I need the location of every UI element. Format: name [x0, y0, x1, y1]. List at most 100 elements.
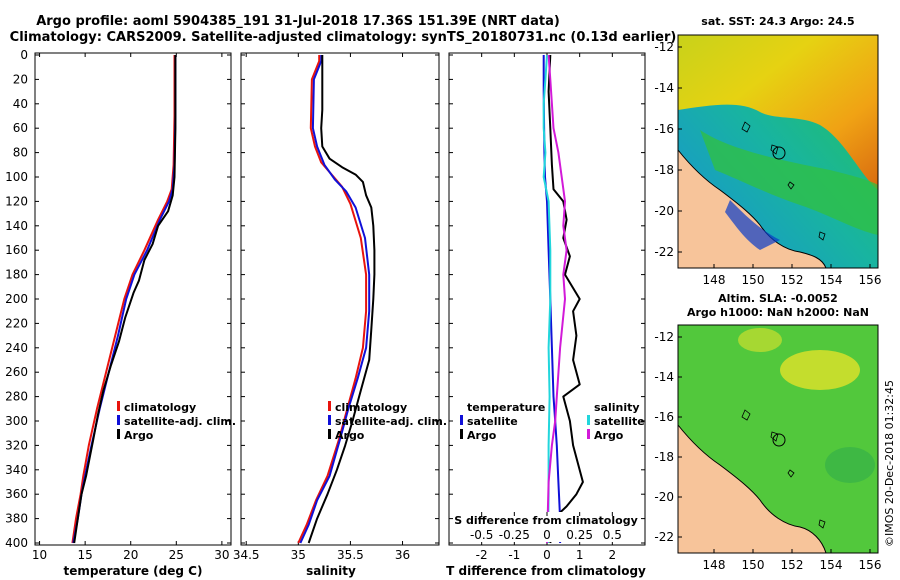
y-tick-label: 400: [5, 536, 28, 550]
x-tick-label: -1: [508, 548, 520, 562]
y-tick-label: 140: [5, 219, 28, 233]
x-tick-label: 20: [123, 548, 138, 562]
legend-label-satellite: satellite-adj. clim.: [124, 415, 236, 428]
sla-argo-location-icon: [772, 433, 786, 447]
temperature-frame: [34, 52, 232, 546]
sla-low-patch: [825, 447, 875, 483]
title-line-1: Argo profile: aoml 5904385_191 31-Jul-20…: [36, 14, 560, 29]
map-y-tick-label: -14: [654, 370, 674, 384]
map-x-tick-label: 150: [742, 558, 765, 572]
map-y-tick-label: -22: [654, 245, 674, 259]
map-y-tick-label: -12: [654, 330, 674, 344]
sst-land: [677, 148, 827, 269]
y-tick-label: 100: [5, 170, 28, 184]
sal-line-argo: [307, 55, 376, 544]
y-tick-label: 0: [20, 48, 28, 62]
x-tick-label: 2: [609, 548, 617, 562]
sla-map-title: Altim. SLA: -0.0052: [718, 292, 838, 305]
y-tick-label: 260: [5, 365, 28, 379]
legend-label-s-argo: Argo: [594, 429, 624, 442]
y-tick-label: 320: [5, 438, 28, 452]
y-tick-label: 240: [5, 341, 28, 355]
legend-label-argo: Argo: [335, 429, 365, 442]
legend-swatch-t-argo: [460, 429, 463, 439]
legend-title-temperature: temperature: [467, 401, 545, 414]
s-axis-box: [453, 512, 641, 542]
difference-frame: [448, 52, 646, 546]
x-tick-label: 36: [395, 548, 410, 562]
y-tick-label: 80: [13, 146, 28, 160]
dif-line-temperature-satellite: [542, 55, 562, 543]
x-tick-label: 25: [169, 548, 184, 562]
map-x-tick-label: 154: [820, 558, 843, 572]
legend-label-t-argo: Argo: [467, 429, 497, 442]
map-x-tick-label: 152: [781, 558, 804, 572]
map-x-tick-label: 156: [859, 558, 882, 572]
title-line-2: Climatology: CARS2009. Satellite-adjuste…: [10, 30, 677, 45]
difference-lines: [542, 54, 584, 544]
map-y-tick-label: -18: [654, 450, 674, 464]
sla-map-panel: Altim. SLA: -0.0052 Argo h1000: NaN h200…: [654, 292, 881, 572]
difference-legend: temperature satellite Argo salinity sate…: [460, 401, 645, 442]
legend-label-argo: Argo: [124, 429, 154, 442]
y-tick-label: 40: [13, 97, 28, 111]
y-tick-label: 280: [5, 390, 28, 404]
temperature-legend: climatology satellite-adj. clim. Argo: [117, 401, 236, 442]
s-tick-label: 0: [543, 528, 551, 542]
salinity-legend: climatology satellite-adj. clim. Argo: [328, 401, 447, 442]
legend-swatch-satellite: [328, 415, 331, 425]
sla-map-frame: [677, 324, 879, 554]
map-y-tick-label: -20: [654, 204, 674, 218]
legend-swatch-argo: [117, 429, 120, 439]
salinity-panel: 34.5 35 35.5 36 salinity climatology satell…: [233, 52, 447, 578]
credit-timestamp: ©IMOS 20-Dec-2018 01:32:45: [883, 380, 896, 547]
sst-map-frame: [677, 34, 879, 269]
salinity-x-axis: 34.5 35 35.5 36: [233, 53, 410, 562]
y-tick-label: 340: [5, 463, 28, 477]
map-y-tick-label: -16: [654, 122, 674, 136]
s-tick-label: -0.5: [470, 528, 493, 542]
x-tick-label: 15: [77, 548, 92, 562]
s-tick-label: 0.5: [603, 528, 622, 542]
difference-panel: -2 -1 0 1 2 S difference from climatology -0…: [446, 52, 646, 578]
y-tick-label: 200: [5, 292, 28, 306]
legend-label-climatology: climatology: [124, 401, 196, 414]
y-tick-label: 20: [13, 72, 28, 86]
temperature-lines: [71, 55, 177, 544]
legend-swatch-climatology: [328, 401, 331, 411]
y-tick-label: 380: [5, 512, 28, 526]
legend-swatch-t-satellite: [460, 415, 463, 425]
sst-green-band: [700, 130, 878, 235]
legend-title-salinity: salinity: [594, 401, 640, 414]
legend-label-satellite: satellite-adj. clim.: [335, 415, 447, 428]
y-tick-label: 120: [5, 194, 28, 208]
x-tick-label: 35: [291, 548, 306, 562]
map-y-tick-label: -18: [654, 163, 674, 177]
dif-line-salinity-satellite: [542, 54, 552, 544]
x-tick-label: 30: [214, 548, 229, 562]
dif-line-salinity-argo: [546, 54, 568, 544]
temp-line-argo: [73, 55, 177, 544]
difference-x-axis: -2 -1 0 1 2: [476, 53, 616, 562]
x-tick-label: 1: [576, 548, 584, 562]
map-y-tick-label: -14: [654, 81, 674, 95]
temperature-x-axis: 10 15 20 25 30: [32, 53, 230, 562]
sst-warm-region: [678, 35, 878, 190]
map-x-tick-label: 152: [781, 273, 804, 287]
x-tick-label: 34.5: [233, 548, 260, 562]
map-y-tick-label: -22: [654, 530, 674, 544]
legend-swatch-satellite: [117, 415, 120, 425]
s-difference-label: S difference from climatology: [454, 514, 638, 527]
s-tick-label: -0.25: [499, 528, 530, 542]
sla-map-subtitle: Argo h1000: NaN h2000: NaN: [687, 306, 869, 319]
sst-cold-patch: [725, 200, 780, 250]
map-x-tick-label: 156: [859, 273, 882, 287]
map-y-tick-label: -12: [654, 40, 674, 54]
dif-line-temperature-argo: [547, 54, 584, 544]
sal-line-satellite-adj-clim: [299, 55, 371, 544]
salinity-lines: [297, 55, 376, 544]
legend-swatch-climatology: [117, 401, 120, 411]
x-tick-label: 10: [32, 548, 47, 562]
difference-y-ticks: [449, 54, 645, 544]
